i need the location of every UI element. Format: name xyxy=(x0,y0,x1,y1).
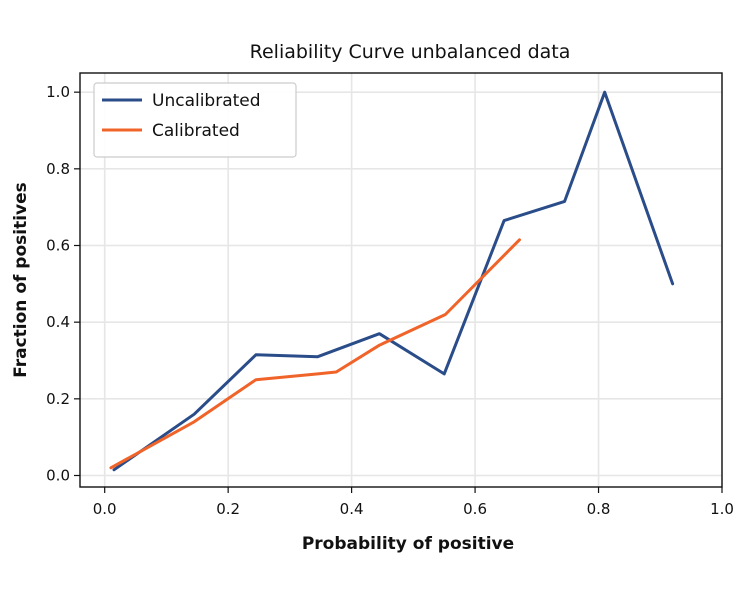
x-tick-label: 0.6 xyxy=(463,500,487,518)
axis-ticks: 0.0 0.2 0.4 0.6 0.8 1.0 0.0 0.2 0.4 0.6 0.8 1.0 xyxy=(46,83,734,518)
plot-frame xyxy=(79,72,723,488)
x-tick-label: 0.8 xyxy=(587,500,611,518)
y-tick-label: 0.0 xyxy=(46,467,70,485)
legend-box xyxy=(93,82,297,158)
series-line-calibrated xyxy=(109,238,521,470)
y-tick-label: 0.2 xyxy=(46,390,70,408)
x-axis-label: Probability of positive xyxy=(302,534,514,554)
legend-label: Calibrated xyxy=(152,121,240,141)
chart-title: Reliability Curve unbalanced data xyxy=(250,41,571,63)
y-tick-label: 0.8 xyxy=(46,160,70,178)
x-tick-label: 0.4 xyxy=(340,500,364,518)
x-tick-label: 1.0 xyxy=(710,500,734,518)
x-tick-label: 0.0 xyxy=(93,500,117,518)
series-lines xyxy=(109,90,675,472)
legend: Uncalibrated Calibrated xyxy=(93,82,297,158)
y-tick-label: 1.0 xyxy=(46,83,70,101)
y-axis-label: Fraction of positives xyxy=(11,182,31,378)
x-tick-label: 0.2 xyxy=(216,500,240,518)
legend-label: Uncalibrated xyxy=(152,91,261,111)
series-line-uncalibrated xyxy=(112,90,675,472)
y-tick-label: 0.4 xyxy=(46,313,70,331)
y-tick-label: 0.6 xyxy=(46,237,70,255)
